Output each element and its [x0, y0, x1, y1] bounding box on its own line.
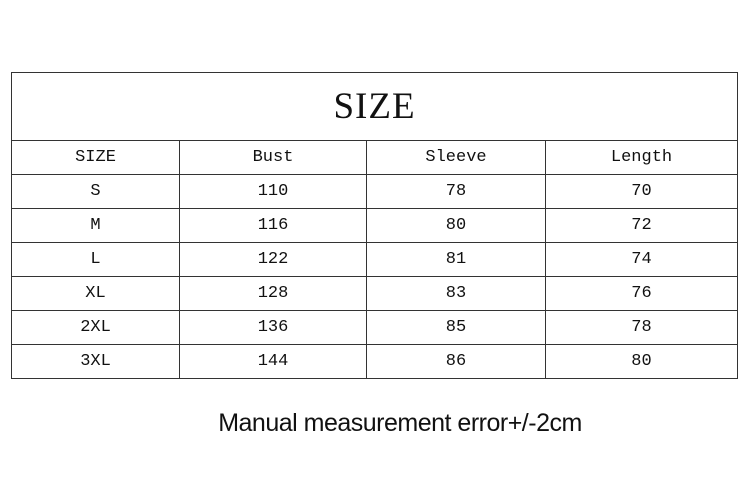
table-row: L 122 81 74: [11, 242, 738, 277]
table-title: SIZE: [11, 72, 738, 141]
cell-length: 72: [545, 208, 738, 243]
cell-bust: 136: [179, 310, 367, 345]
cell-size: 3XL: [11, 344, 180, 379]
measurement-note: Manual measurement error+/-2cm: [218, 409, 582, 437]
cell-bust: 122: [179, 242, 367, 277]
cell-bust: 110: [179, 174, 367, 209]
cell-length: 74: [545, 242, 738, 277]
cell-sleeve: 80: [366, 208, 546, 243]
cell-length: 76: [545, 276, 738, 311]
cell-size: M: [11, 208, 180, 243]
cell-sleeve: 83: [366, 276, 546, 311]
header-row: SIZE Bust Sleeve Length: [11, 140, 738, 175]
cell-length: 80: [545, 344, 738, 379]
cell-size: XL: [11, 276, 180, 311]
table-row: S 110 78 70: [11, 174, 738, 209]
table-row: 3XL 144 86 80: [11, 344, 738, 379]
table-row: 2XL 136 85 78: [11, 310, 738, 345]
header-size: SIZE: [11, 140, 180, 175]
cell-sleeve: 86: [366, 344, 546, 379]
header-bust: Bust: [179, 140, 367, 175]
cell-length: 70: [545, 174, 738, 209]
cell-size: S: [11, 174, 180, 209]
cell-bust: 128: [179, 276, 367, 311]
table-row: XL 128 83 76: [11, 276, 738, 311]
cell-sleeve: 85: [366, 310, 546, 345]
cell-size: 2XL: [11, 310, 180, 345]
header-length: Length: [545, 140, 738, 175]
cell-bust: 144: [179, 344, 367, 379]
title-row: SIZE: [11, 72, 738, 141]
header-sleeve: Sleeve: [366, 140, 546, 175]
cell-bust: 116: [179, 208, 367, 243]
cell-size: L: [11, 242, 180, 277]
cell-sleeve: 81: [366, 242, 546, 277]
cell-sleeve: 78: [366, 174, 546, 209]
size-chart-table: SIZE SIZE Bust Sleeve Length S 110 78 70 M 11…: [11, 72, 738, 379]
table-row: M 116 80 72: [11, 208, 738, 243]
cell-length: 78: [545, 310, 738, 345]
